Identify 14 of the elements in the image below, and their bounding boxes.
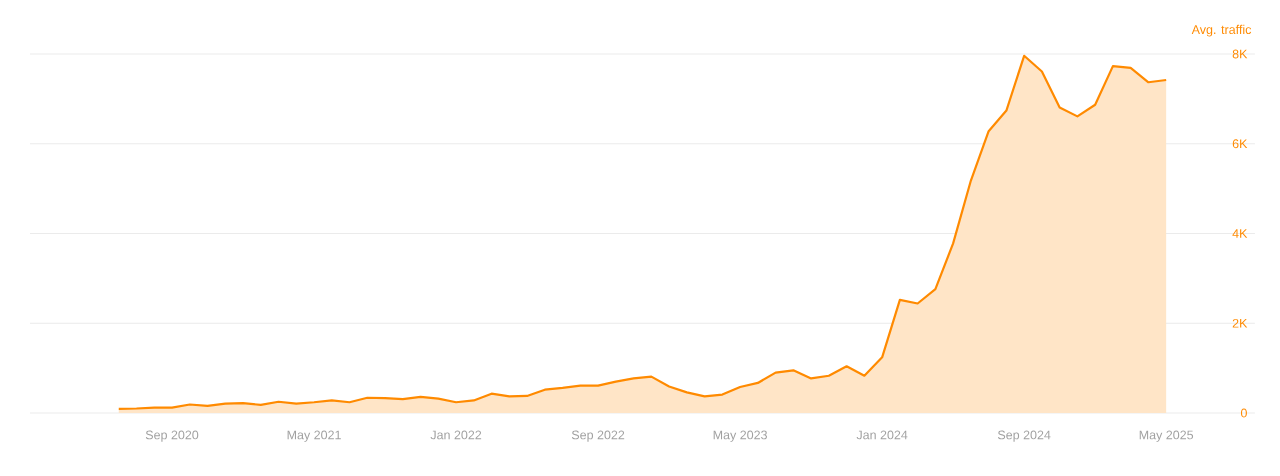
y-tick-label: 4K [1232,229,1248,238]
x-tick-label: Sep 2022 [571,430,625,442]
x-tick-label: May 2025 [1139,430,1194,442]
x-tick-label: Jan 2022 [430,430,482,440]
x-tick-label: Jan 2024 [856,430,908,440]
x-tick-label: May 2021 [287,430,341,442]
x-tick-label: Sep 2024 [997,430,1051,442]
y-tick-label: 8K [1232,49,1248,59]
y-tick-label: 2K [1232,318,1248,328]
x-tick-label: Sep 2020 [145,430,199,442]
y-tick-label: 0 [1240,408,1247,418]
y-tick-label: 6K [1232,139,1248,149]
x-tick-label: May 2023 [713,430,767,442]
y-axis-title: Avg. traffic [1191,24,1252,37]
